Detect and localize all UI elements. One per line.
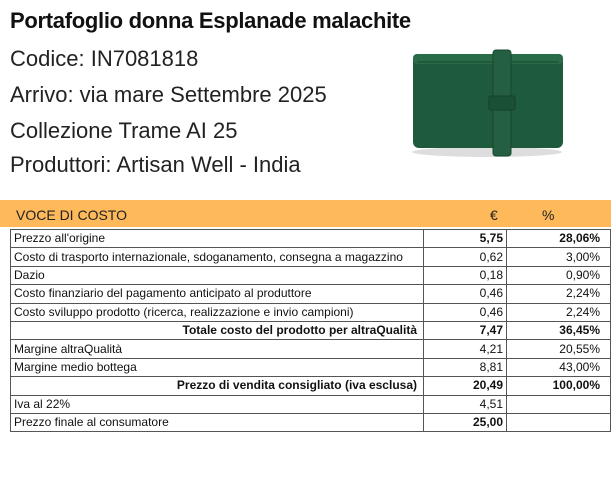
row-eur: 25,00 [423, 412, 507, 433]
row-eur: 20,49 [423, 376, 507, 396]
row-label: Prezzo finale al consumatore [10, 412, 424, 433]
table-row: Costo di trasporto internazionale, sdoga… [10, 247, 611, 267]
green-wallet-image [412, 49, 563, 157]
row-pct: 20,55% [506, 339, 611, 359]
column-header-pct: % [542, 207, 555, 223]
column-header-eur: € [490, 207, 498, 223]
row-pct: 100,00% [506, 376, 611, 396]
row-pct: 2,24% [506, 284, 611, 304]
row-label: Costo di trasporto internazionale, sdoga… [10, 247, 424, 267]
row-label: Totale costo del prodotto per altraQuali… [10, 320, 424, 341]
row-label: Prezzo di vendita consigliato (iva esclu… [10, 376, 424, 396]
row-eur: 4,51 [423, 394, 507, 414]
row-pct: 28,06% [506, 228, 611, 249]
row-eur: 7,47 [423, 320, 507, 341]
row-eur: 4,21 [423, 339, 507, 359]
table-row: Margine medio bottega 8,81 43,00% [10, 357, 611, 378]
row-eur: 0,46 [423, 284, 507, 304]
row-eur: 8,81 [423, 357, 507, 378]
arrival-info: Arrivo: via mare Settembre 2025 [10, 82, 327, 107]
row-pct: 43,00% [506, 357, 611, 378]
row-eur: 0,18 [423, 265, 507, 286]
row-label: Costo finanziario del pagamento anticipa… [10, 284, 424, 304]
total-row: Prezzo di vendita consigliato (iva esclu… [10, 376, 611, 396]
total-row: Totale costo del prodotto per altraQuali… [10, 320, 611, 341]
row-pct: 2,24% [506, 302, 611, 322]
table-row: Prezzo finale al consumatore 25,00 [10, 412, 611, 433]
product-code: Codice: IN7081818 [10, 46, 199, 71]
collection-info: Collezione Trame AI 25 [10, 118, 238, 143]
row-pct [506, 412, 611, 433]
row-label: Prezzo all'origine [10, 228, 424, 249]
row-eur: 5,75 [423, 228, 507, 249]
row-label: Costo sviluppo prodotto (ricerca, realiz… [10, 302, 424, 322]
row-label: Dazio [10, 265, 424, 286]
row-label: Margine medio bottega [10, 357, 424, 378]
row-eur: 0,46 [423, 302, 507, 322]
row-eur: 0,62 [423, 247, 507, 267]
cost-table: Prezzo all'origine 5,75 28,06% Costo di tra… [10, 228, 611, 433]
table-row: Dazio 0,18 0,90% [10, 265, 611, 286]
row-pct: 36,45% [506, 320, 611, 341]
product-title: Portafoglio donna Esplanade malachite [10, 8, 411, 33]
table-row: Costo finanziario del pagamento anticipa… [10, 284, 611, 304]
table-row: Costo sviluppo prodotto (ricerca, realiz… [10, 302, 611, 322]
row-pct: 0,90% [506, 265, 611, 286]
row-pct [506, 394, 611, 414]
column-header-item: VOCE DI COSTO [16, 207, 127, 223]
table-header-band: VOCE DI COSTO € % [0, 200, 611, 227]
table-row: Iva al 22% 4,51 [10, 394, 611, 414]
table-row: Margine altraQualità 4,21 20,55% [10, 339, 611, 359]
row-label: Iva al 22% [10, 394, 424, 414]
table-row: Prezzo all'origine 5,75 28,06% [10, 228, 611, 249]
row-pct: 3,00% [506, 247, 611, 267]
producers-info: Produttori: Artisan Well - India [10, 152, 301, 177]
row-label: Margine altraQualità [10, 339, 424, 359]
